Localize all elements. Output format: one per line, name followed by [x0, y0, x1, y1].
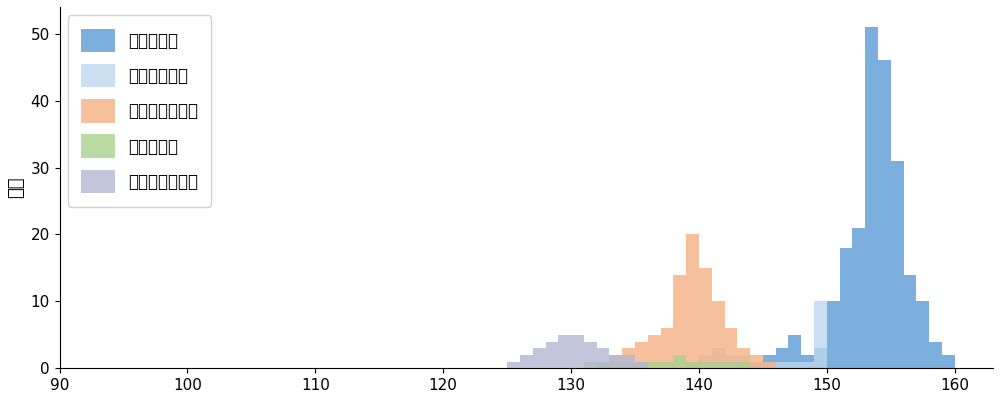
Bar — [942, 355, 955, 368]
Bar — [673, 275, 686, 368]
Bar — [852, 228, 865, 368]
Bar — [750, 362, 763, 368]
Bar — [788, 362, 801, 368]
Bar — [878, 60, 891, 368]
Bar — [648, 362, 661, 368]
Bar — [520, 355, 533, 368]
Bar — [533, 348, 546, 368]
Bar — [763, 362, 776, 368]
Legend: ストレート, カットボール, チェンジアップ, スライダー, ナックルカーブ: ストレート, カットボール, チェンジアップ, スライダー, ナックルカーブ — [68, 15, 211, 206]
Bar — [776, 362, 788, 368]
Bar — [686, 362, 699, 368]
Bar — [801, 355, 814, 368]
Bar — [763, 362, 776, 368]
Bar — [712, 348, 725, 368]
Bar — [699, 362, 712, 368]
Bar — [737, 362, 750, 368]
Bar — [546, 342, 558, 368]
Y-axis label: 球数: 球数 — [7, 177, 25, 198]
Bar — [558, 335, 571, 368]
Bar — [597, 348, 609, 368]
Bar — [737, 348, 750, 368]
Bar — [763, 355, 776, 368]
Bar — [840, 248, 852, 368]
Bar — [622, 348, 635, 368]
Bar — [737, 362, 750, 368]
Bar — [686, 234, 699, 368]
Bar — [725, 328, 737, 368]
Bar — [597, 362, 609, 368]
Bar — [814, 348, 827, 368]
Bar — [635, 362, 648, 368]
Bar — [750, 362, 763, 368]
Bar — [699, 268, 712, 368]
Bar — [801, 362, 814, 368]
Bar — [904, 275, 916, 368]
Bar — [648, 335, 661, 368]
Bar — [686, 362, 699, 368]
Bar — [661, 328, 673, 368]
Bar — [725, 355, 737, 368]
Bar — [750, 355, 763, 368]
Bar — [699, 355, 712, 368]
Bar — [622, 362, 635, 368]
Bar — [712, 302, 725, 368]
Bar — [635, 362, 648, 368]
Bar — [814, 302, 827, 368]
Bar — [609, 355, 622, 368]
Bar — [725, 362, 737, 368]
Bar — [609, 355, 622, 368]
Bar — [865, 27, 878, 368]
Bar — [788, 335, 801, 368]
Bar — [916, 302, 929, 368]
Bar — [712, 362, 725, 368]
Bar — [584, 342, 597, 368]
Bar — [635, 342, 648, 368]
Bar — [827, 302, 840, 368]
Bar — [737, 355, 750, 368]
Bar — [776, 348, 788, 368]
Bar — [571, 335, 584, 368]
Bar — [661, 362, 673, 368]
Bar — [597, 362, 609, 368]
Bar — [891, 161, 904, 368]
Bar — [673, 355, 686, 368]
Bar — [622, 355, 635, 368]
Bar — [507, 362, 520, 368]
Bar — [609, 362, 622, 368]
Bar — [584, 362, 597, 368]
Bar — [929, 342, 942, 368]
